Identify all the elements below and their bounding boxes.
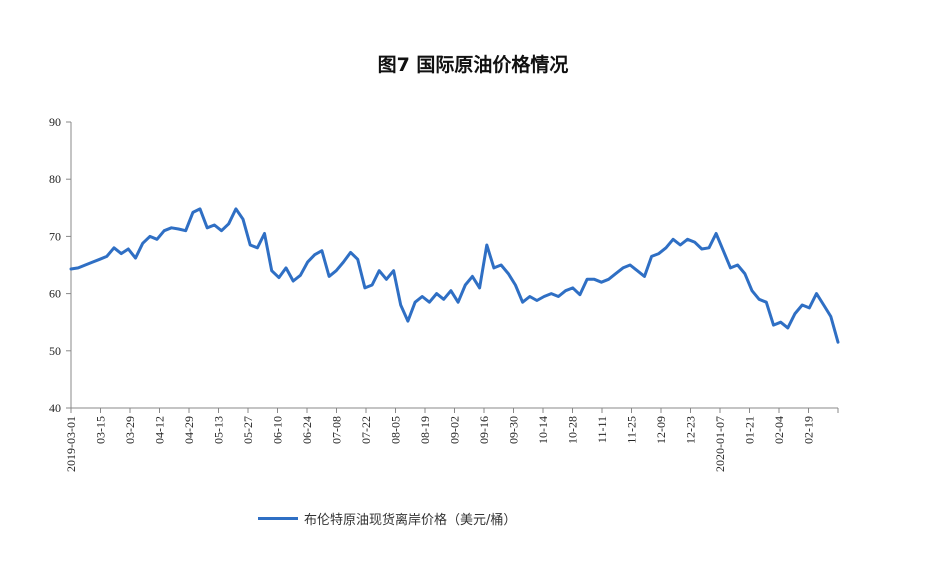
series-layer [69, 207, 840, 344]
x-tick-label: 08-19 [418, 416, 432, 444]
y-tick-label: 90 [49, 115, 61, 129]
y-tick-label: 70 [49, 229, 61, 243]
legend-label: 布伦特原油现货离岸价格（美元/桶） [304, 512, 517, 528]
x-tick-label: 12-23 [684, 416, 698, 444]
x-tick-label: 06-10 [271, 416, 285, 444]
x-axis: 2019-03-01 03-15 03-29 04-12 04-29 05-13 05-27… [64, 407, 839, 472]
x-tick-label: 08-05 [389, 416, 403, 444]
series-line [69, 207, 840, 344]
y-axis: 40 50 60 70 80 90 [49, 115, 72, 415]
x-tick-label: 2019-03-01 [64, 416, 78, 472]
x-tick-label: 04-12 [153, 416, 167, 444]
legend: 布伦特原油现货离岸价格（美元/桶） [258, 506, 516, 530]
x-tick-label: 01-21 [743, 416, 757, 444]
x-tick-label: 03-15 [94, 416, 108, 444]
y-tick-label: 50 [49, 344, 61, 358]
x-tick-label: 10-14 [536, 416, 550, 444]
y-tick-label: 80 [49, 172, 61, 186]
x-tick-label: 03-29 [123, 416, 137, 444]
y-tick-label: 40 [49, 401, 61, 415]
x-tick-label: 10-28 [566, 416, 580, 444]
x-tick-label: 07-08 [330, 416, 344, 444]
legend-swatch [258, 516, 298, 520]
y-tick-label: 60 [49, 287, 61, 301]
x-tick-label: 09-16 [477, 416, 491, 444]
chart-title: 图7 国际原油价格情况 [377, 54, 569, 76]
x-tick-label: 02-04 [772, 416, 786, 444]
x-tick-label: 04-29 [182, 416, 196, 444]
x-tick-label: 07-22 [359, 416, 373, 444]
x-tick-label: 11-25 [625, 416, 639, 444]
x-tick-label: 06-24 [300, 416, 314, 444]
x-tick-label: 09-30 [507, 416, 521, 444]
x-tick-label: 12-09 [654, 416, 668, 444]
x-tick-label: 02-19 [802, 416, 816, 444]
x-tick-label: 09-02 [448, 416, 462, 444]
x-tick-label: 11-11 [595, 416, 609, 443]
x-tick-label: 2020-01-07 [713, 416, 727, 472]
x-tick-label: 05-27 [241, 416, 255, 444]
x-tick-label: 05-13 [212, 416, 226, 444]
